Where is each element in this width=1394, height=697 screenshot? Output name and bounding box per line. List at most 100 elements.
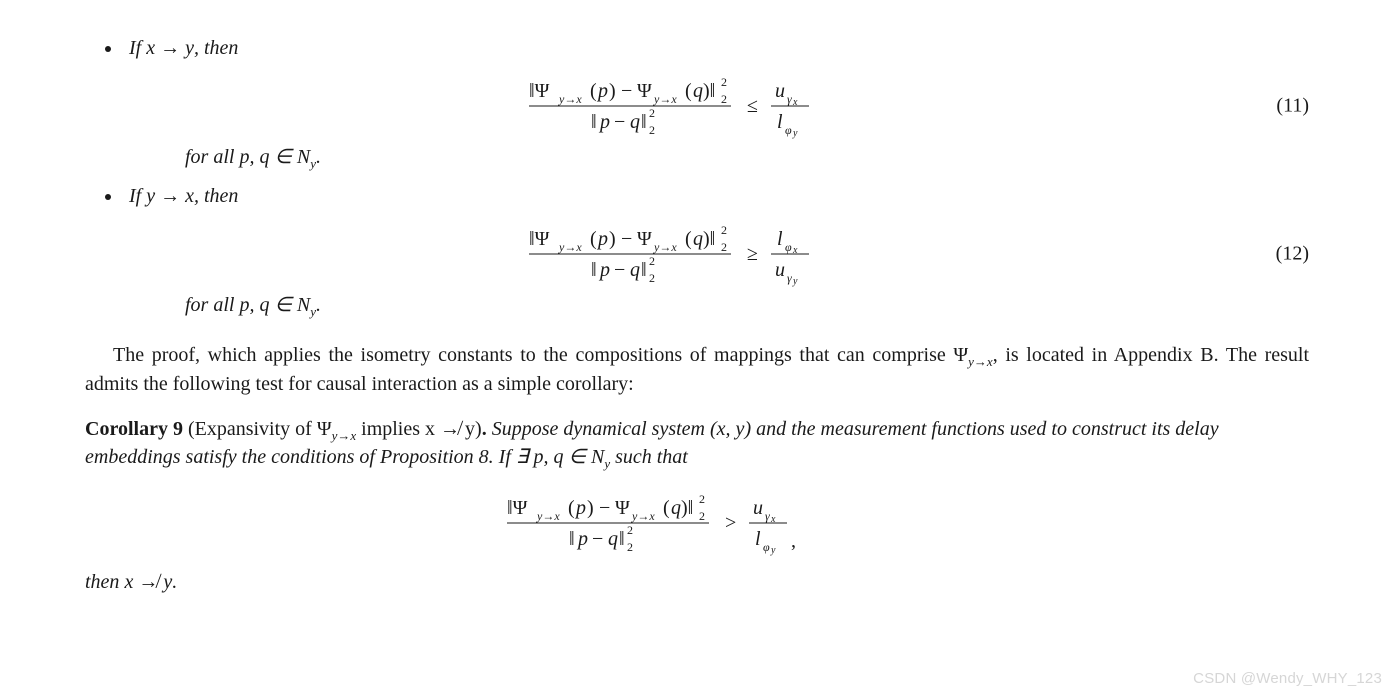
equation-11: ‖Ψ y→x (p) − Ψ y→x (q)‖ 2 2 ‖p − xyxy=(89,72,1309,140)
corollary-title-b: implies x ↛ y). xyxy=(356,418,492,440)
svg-text:)‖: )‖ xyxy=(681,497,693,519)
paragraph: The proof, which applies the isometry co… xyxy=(85,342,1309,398)
svg-text:y→x: y→x xyxy=(653,92,677,106)
svg-text:‖: ‖ xyxy=(619,528,625,550)
equation-number-12: (12) xyxy=(1276,240,1309,267)
svg-text:‖Ψ: ‖Ψ xyxy=(529,80,550,102)
svg-text:l: l xyxy=(777,228,783,250)
svg-text:p: p xyxy=(576,528,588,550)
svg-text:‖Ψ: ‖Ψ xyxy=(507,497,528,519)
svg-text:(: ( xyxy=(663,497,670,519)
svg-text:2: 2 xyxy=(627,523,633,537)
svg-text:2: 2 xyxy=(699,492,705,506)
svg-text:y→x: y→x xyxy=(558,92,582,106)
svg-text:): ) xyxy=(587,497,594,519)
svg-text:y: y xyxy=(770,545,776,556)
watermark: CSDN @Wendy_WHY_123 xyxy=(1193,669,1382,689)
svg-text:−: − xyxy=(614,111,625,133)
svg-text:q: q xyxy=(671,497,681,519)
item-condition: for all p, q ∈ Ny. xyxy=(185,292,1309,321)
svg-text:u: u xyxy=(753,497,763,519)
svg-text:q: q xyxy=(693,80,703,102)
svg-text:(: ( xyxy=(568,497,575,519)
svg-text:): ) xyxy=(609,228,616,250)
svg-text:y→x: y→x xyxy=(653,240,677,254)
svg-text:q: q xyxy=(630,111,640,133)
svg-text:)‖: )‖ xyxy=(703,80,715,102)
equation-block-11: ‖Ψ y→x (p) − Ψ y→x (q)‖ 2 2 ‖p − xyxy=(129,72,1309,140)
svg-text:‖: ‖ xyxy=(591,259,597,281)
svg-text:u: u xyxy=(775,259,785,281)
svg-text:‖: ‖ xyxy=(641,111,647,133)
svg-text:2: 2 xyxy=(699,509,705,523)
svg-text:q: q xyxy=(693,228,703,250)
page: If x → y, then ‖Ψ y→x (p) − Ψ y→x (q)‖ xyxy=(0,0,1394,596)
svg-text:Ψ: Ψ xyxy=(615,497,630,519)
svg-text:>: > xyxy=(725,512,736,534)
svg-text:‖Ψ: ‖Ψ xyxy=(529,228,550,250)
item-lead: If x → y, then xyxy=(129,37,238,59)
list-item: If y → x, then ‖Ψ y→x (p) − Ψ y→x (q)‖ 2 xyxy=(123,183,1309,321)
svg-text:−: − xyxy=(621,80,632,102)
svg-text:γ: γ xyxy=(787,92,792,106)
svg-text:(: ( xyxy=(685,228,692,250)
svg-text:): ) xyxy=(609,80,616,102)
svg-text:‖: ‖ xyxy=(591,111,597,133)
item-condition: for all p, q ∈ Ny. xyxy=(185,144,1309,173)
para-text-a: The proof, which applies the isometry co… xyxy=(113,344,953,366)
corollary-label: Corollary 9 xyxy=(85,418,183,440)
svg-text:γ: γ xyxy=(765,509,770,523)
svg-text:2: 2 xyxy=(627,540,633,554)
svg-text:y→x: y→x xyxy=(558,240,582,254)
svg-text:−: − xyxy=(621,228,632,250)
svg-text:≥: ≥ xyxy=(747,243,758,265)
svg-text:p: p xyxy=(574,497,586,519)
corollary-9: Corollary 9 (Expansivity of Ψy→x implies… xyxy=(85,416,1309,596)
svg-text:−: − xyxy=(599,497,610,519)
psi-symbol: Ψy→x xyxy=(317,418,356,440)
item-lead: If y → x, then xyxy=(129,185,238,207)
equation-corollary: ‖Ψ y→x (p) − Ψ y→x (q)‖ 2 2 ‖p − q‖ 2 xyxy=(45,489,1309,557)
svg-text:≤: ≤ xyxy=(747,95,758,117)
svg-text:−: − xyxy=(614,259,625,281)
corollary-then: then x ↛ y. xyxy=(85,569,1309,596)
svg-text:p: p xyxy=(598,259,610,281)
svg-text:φ: φ xyxy=(763,540,770,554)
svg-text:2: 2 xyxy=(721,223,727,237)
svg-text:p: p xyxy=(598,111,610,133)
equation-number-11: (11) xyxy=(1276,93,1309,120)
svg-text:p: p xyxy=(596,80,608,102)
svg-text:φ: φ xyxy=(785,123,792,137)
svg-text:2: 2 xyxy=(721,75,727,89)
svg-text:l: l xyxy=(777,111,783,133)
equation-block-corollary: ‖Ψ y→x (p) − Ψ y→x (q)‖ 2 2 ‖p − q‖ 2 xyxy=(85,489,1309,557)
svg-text:,: , xyxy=(791,530,796,552)
svg-text:q: q xyxy=(630,259,640,281)
svg-text:p: p xyxy=(596,228,608,250)
svg-text:φ: φ xyxy=(785,240,792,254)
equation-12: ‖Ψ y→x (p) − Ψ y→x (q)‖ 2 2 ‖p − xyxy=(89,220,1309,288)
svg-text:Ψ: Ψ xyxy=(637,228,652,250)
list-item: If x → y, then ‖Ψ y→x (p) − Ψ y→x (q)‖ xyxy=(123,35,1309,173)
svg-text:2: 2 xyxy=(649,271,655,285)
svg-text:2: 2 xyxy=(649,123,655,137)
svg-text:(: ( xyxy=(590,80,597,102)
svg-text:y: y xyxy=(792,276,798,287)
svg-text:2: 2 xyxy=(649,106,655,120)
svg-text:‖: ‖ xyxy=(569,528,575,550)
svg-text:‖: ‖ xyxy=(641,259,647,281)
corollary-title-a: (Expansivity of xyxy=(183,418,317,440)
svg-text:)‖: )‖ xyxy=(703,228,715,250)
equation-block-12: ‖Ψ y→x (p) − Ψ y→x (q)‖ 2 2 ‖p − xyxy=(129,220,1309,288)
psi-symbol: Ψy→x xyxy=(953,344,992,366)
svg-text:2: 2 xyxy=(649,254,655,268)
svg-text:y: y xyxy=(792,128,798,139)
svg-text:2: 2 xyxy=(721,92,727,106)
svg-text:γ: γ xyxy=(787,271,792,285)
svg-text:q: q xyxy=(608,528,618,550)
svg-text:u: u xyxy=(775,80,785,102)
svg-text:(: ( xyxy=(685,80,692,102)
svg-text:Ψ: Ψ xyxy=(637,80,652,102)
bullet-list: If x → y, then ‖Ψ y→x (p) − Ψ y→x (q)‖ xyxy=(123,35,1309,320)
svg-text:y→x: y→x xyxy=(536,509,560,523)
